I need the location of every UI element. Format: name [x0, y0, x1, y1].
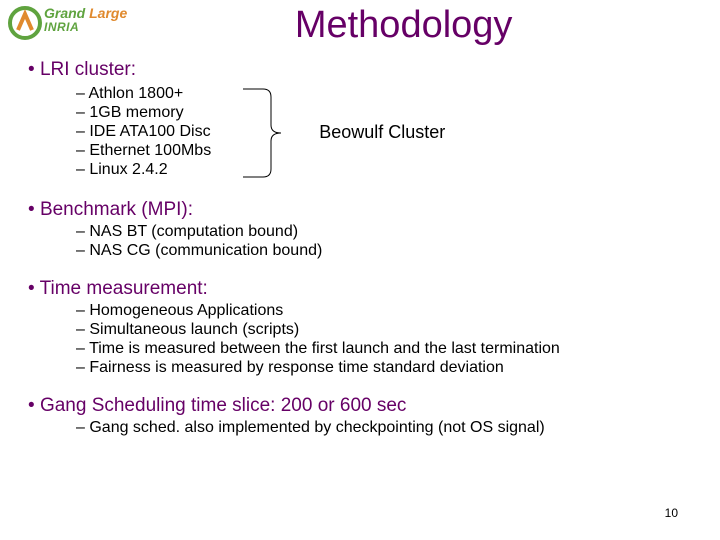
list-item: Athlon 1800+: [76, 85, 211, 103]
list-item: 1GB memory: [76, 104, 211, 122]
list-item: NAS CG (communication bound): [76, 242, 692, 260]
content: LRI cluster: Athlon 1800+ 1GB memory IDE…: [0, 47, 720, 437]
section-heading-3: Time measurement:: [28, 278, 692, 300]
list-item: Time is measured between the first launc…: [76, 340, 692, 358]
header: Grand Large INRIA Methodology: [0, 0, 720, 47]
brand-word1: Grand: [44, 5, 85, 21]
list-item: Ethernet 100Mbs: [76, 142, 211, 160]
slide-number: 10: [665, 506, 678, 520]
annotation-text: Beowulf Cluster: [319, 122, 445, 143]
section-heading-2: Benchmark (MPI):: [28, 199, 692, 221]
cluster-row: Athlon 1800+ 1GB memory IDE ATA100 Disc …: [28, 83, 692, 181]
list-item: NAS BT (computation bound): [76, 223, 692, 241]
section3-list: Homogeneous Applications Simultaneous la…: [76, 302, 692, 377]
list-item: Linux 2.4.2: [76, 161, 211, 179]
slide-title: Methodology: [87, 4, 720, 47]
section2-list: NAS BT (computation bound) NAS CG (commu…: [76, 223, 692, 260]
section-heading-1: LRI cluster:: [28, 59, 692, 81]
section4-list: Gang sched. also implemented by checkpoi…: [76, 419, 692, 437]
list-item: Simultaneous launch (scripts): [76, 321, 692, 339]
list-item: Fairness is measured by response time st…: [76, 359, 692, 377]
section1-list: Athlon 1800+ 1GB memory IDE ATA100 Disc …: [76, 84, 211, 180]
list-item: Gang sched. also implemented by checkpoi…: [76, 419, 692, 437]
bracket-icon: [241, 85, 301, 181]
list-item: Homogeneous Applications: [76, 302, 692, 320]
section-heading-4: Gang Scheduling time slice: 200 or 600 s…: [28, 395, 692, 417]
logo: [8, 6, 42, 40]
list-item: IDE ATA100 Disc: [76, 123, 211, 141]
